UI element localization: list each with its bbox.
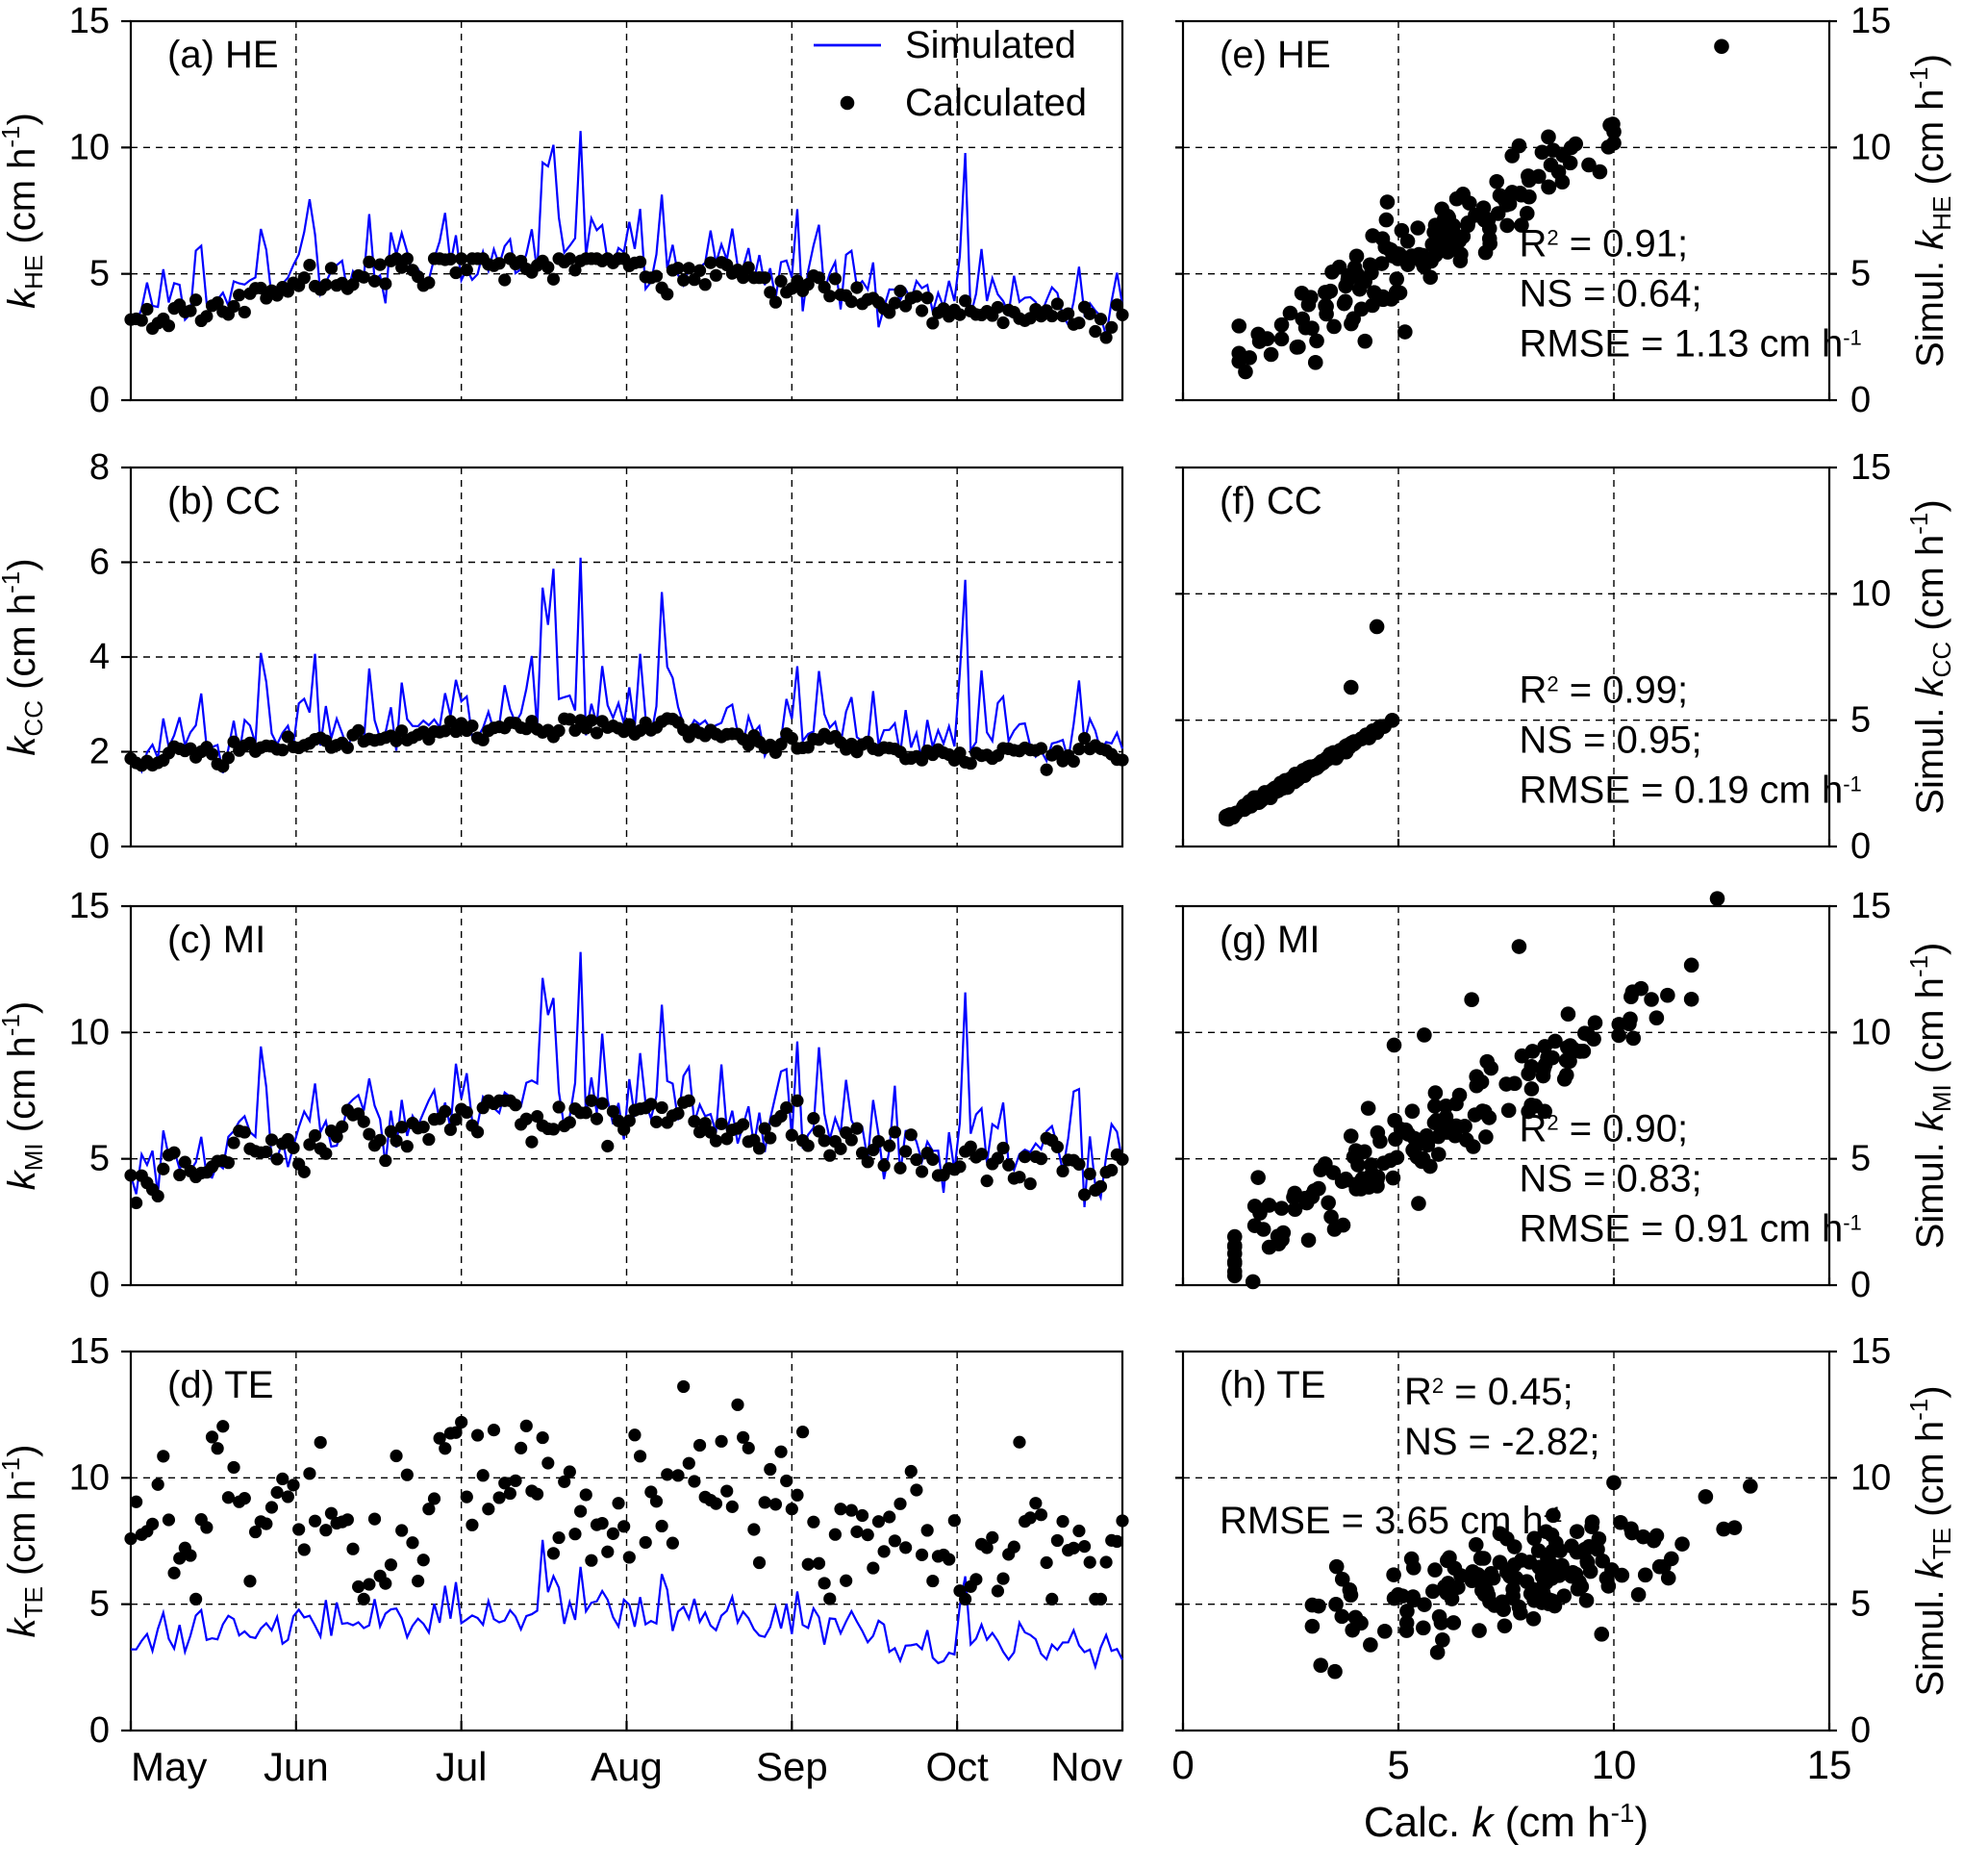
svg-text:15: 15 xyxy=(1850,886,1891,926)
svg-text:R2 = 0.45;: R2 = 0.45; xyxy=(1404,1371,1573,1413)
svg-text:Oct: Oct xyxy=(925,1744,989,1789)
svg-text:(c) MI: (c) MI xyxy=(167,919,265,961)
svg-text:10: 10 xyxy=(1850,127,1891,167)
svg-text:NS = 0.83;: NS = 0.83; xyxy=(1519,1157,1701,1200)
svg-text:5: 5 xyxy=(1850,1584,1871,1625)
svg-text:15: 15 xyxy=(1807,1742,1852,1787)
svg-text:0: 0 xyxy=(1850,1710,1871,1751)
svg-text:(a) HE: (a) HE xyxy=(167,34,279,76)
svg-text:R2 = 0.99;: R2 = 0.99; xyxy=(1519,669,1688,711)
svg-text:10: 10 xyxy=(69,1457,110,1498)
svg-text:NS = -2.82;: NS = -2.82; xyxy=(1404,1421,1599,1463)
svg-text:0: 0 xyxy=(1850,826,1871,867)
svg-text:5: 5 xyxy=(89,1584,110,1625)
svg-text:Calculated: Calculated xyxy=(905,82,1087,124)
svg-text:Aug: Aug xyxy=(591,1744,663,1789)
svg-text:NS = 0.64;: NS = 0.64; xyxy=(1519,272,1701,315)
svg-text:NS = 0.95;: NS = 0.95; xyxy=(1519,719,1701,761)
svg-text:5: 5 xyxy=(1850,254,1871,294)
svg-text:5: 5 xyxy=(1387,1742,1409,1787)
svg-text:RMSE = 1.13 cm h-1: RMSE = 1.13 cm h-1 xyxy=(1519,322,1861,365)
svg-text:Nov: Nov xyxy=(1050,1744,1122,1789)
svg-text:15: 15 xyxy=(69,1,110,41)
svg-text:15: 15 xyxy=(1850,1331,1891,1372)
svg-text:Sep: Sep xyxy=(756,1744,828,1789)
svg-text:0: 0 xyxy=(1850,380,1871,420)
svg-text:RMSE = 3.65 cm h-1: RMSE = 3.65 cm h-1 xyxy=(1220,1500,1562,1542)
svg-text:(h) TE: (h) TE xyxy=(1220,1364,1325,1406)
svg-text:4: 4 xyxy=(89,637,110,677)
svg-text:R2 = 0.90;: R2 = 0.90; xyxy=(1519,1107,1688,1150)
svg-text:RMSE = 0.19 cm h-1: RMSE = 0.19 cm h-1 xyxy=(1519,769,1861,811)
svg-text:5: 5 xyxy=(89,1139,110,1179)
svg-text:(f) CC: (f) CC xyxy=(1220,480,1322,522)
svg-text:10: 10 xyxy=(1850,573,1891,614)
svg-text:10: 10 xyxy=(69,127,110,167)
svg-text:10: 10 xyxy=(1850,1012,1891,1052)
svg-text:15: 15 xyxy=(69,1331,110,1372)
svg-text:May: May xyxy=(131,1744,207,1789)
svg-text:15: 15 xyxy=(69,886,110,926)
svg-text:8: 8 xyxy=(89,447,110,488)
svg-text:0: 0 xyxy=(1171,1742,1194,1787)
svg-text:10: 10 xyxy=(1592,1742,1637,1787)
svg-text:0: 0 xyxy=(89,380,110,420)
svg-text:10: 10 xyxy=(69,1012,110,1052)
svg-text:0: 0 xyxy=(89,1710,110,1751)
svg-text:5: 5 xyxy=(89,254,110,294)
svg-text:(e) HE: (e) HE xyxy=(1220,34,1331,76)
svg-text:10: 10 xyxy=(1850,1457,1891,1498)
svg-text:2: 2 xyxy=(89,732,110,772)
svg-text:15: 15 xyxy=(1850,447,1891,488)
svg-text:R2 = 0.91;: R2 = 0.91; xyxy=(1519,222,1688,265)
svg-text:15: 15 xyxy=(1850,1,1891,41)
svg-text:0: 0 xyxy=(1850,1265,1871,1305)
svg-text:5: 5 xyxy=(1850,700,1871,741)
svg-text:6: 6 xyxy=(89,543,110,583)
svg-text:(g) MI: (g) MI xyxy=(1220,919,1320,961)
svg-text:5: 5 xyxy=(1850,1139,1871,1179)
svg-text:Calc. k (cm h-1): Calc. k (cm h-1) xyxy=(1364,1798,1648,1847)
svg-text:0: 0 xyxy=(89,826,110,867)
svg-text:Jul: Jul xyxy=(436,1744,488,1789)
svg-text:Simulated: Simulated xyxy=(905,24,1076,66)
svg-text:(b) CC: (b) CC xyxy=(167,480,281,522)
svg-text:(d) TE: (d) TE xyxy=(167,1364,273,1406)
svg-text:0: 0 xyxy=(89,1265,110,1305)
svg-text:Jun: Jun xyxy=(264,1744,329,1789)
svg-text:RMSE = 0.91 cm h-1: RMSE = 0.91 cm h-1 xyxy=(1519,1207,1861,1250)
